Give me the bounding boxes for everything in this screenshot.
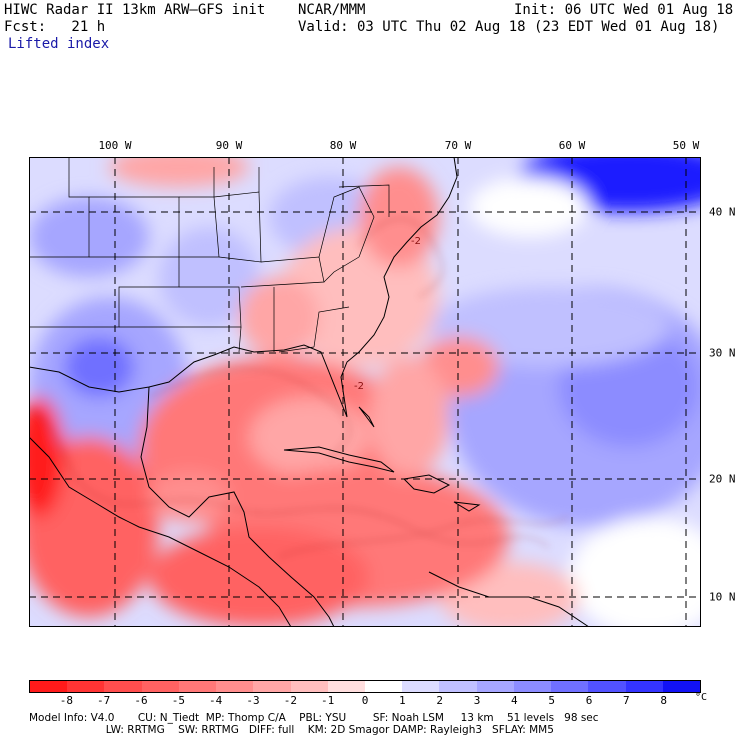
forecast-hour: Fcst: 21 h xyxy=(4,19,106,35)
colorbar-tick-label: -4 xyxy=(209,694,223,707)
colorbar-segment xyxy=(625,681,663,692)
colorbar-segment xyxy=(178,681,217,692)
colorbar-tick-label: -3 xyxy=(246,694,260,707)
lon-label-70w: 70 W xyxy=(444,139,472,152)
field-name: Lifted index xyxy=(8,36,110,52)
colorbar-segment xyxy=(67,681,105,692)
lat-label-20n: 20 N xyxy=(709,472,736,486)
model-info-line2: LW: RRTMG SW: RRTMG DIFF: full KM: 2D Sm… xyxy=(29,724,554,736)
lon-label-50w: 50 W xyxy=(672,139,700,152)
colorbar-segment xyxy=(216,681,254,692)
colorbar-segment xyxy=(588,681,626,692)
colorbar-tick-label: 7 xyxy=(623,694,630,707)
colorbar-segment xyxy=(290,681,328,692)
colorbar-unit: °C xyxy=(695,692,708,703)
colorbar-tick-label: 8 xyxy=(660,694,667,707)
latlon-grid xyxy=(29,157,701,627)
lon-label-90w: 90 W xyxy=(215,139,243,152)
lon-label-100w: 100 W xyxy=(98,139,132,152)
colorbar-segment xyxy=(513,681,552,692)
colorbar-segment xyxy=(30,681,68,692)
state-boundaries xyxy=(29,157,390,353)
colorbar-segment xyxy=(253,681,291,692)
colorbar-segment xyxy=(662,681,700,692)
colorbar-segment xyxy=(476,681,514,692)
colorbar-tick-label: -2 xyxy=(283,694,297,707)
model-info-line1: Model Info: V4.0 CU: N_Tiedt MP: Thomp C… xyxy=(29,712,599,724)
lifted-index-fill xyxy=(29,157,701,627)
lat-label-40n: 40 N xyxy=(709,205,736,219)
contour-lines xyxy=(29,218,570,558)
colorbar-tick-label: 4 xyxy=(511,694,518,707)
init-time: Init: 06 UTC Wed 01 Aug 18 xyxy=(514,2,734,18)
colorbar-tick-label: 0 xyxy=(361,694,369,707)
lon-label-60w: 60 W xyxy=(558,139,586,152)
colorbar-segment xyxy=(439,681,477,692)
contour-label: -2 xyxy=(411,236,421,247)
colorbar-segment xyxy=(551,681,589,692)
colorbar-segment xyxy=(104,681,142,692)
colorbar xyxy=(29,680,701,693)
colorbar-tick-label: -6 xyxy=(134,694,148,707)
organization: NCAR/MMM xyxy=(298,2,366,18)
lifted-index-map: -2 -2 xyxy=(29,157,701,627)
colorbar-segment xyxy=(364,681,403,692)
lat-label-10n: 10 N xyxy=(709,590,736,604)
colorbar-tick-label: -7 xyxy=(97,694,111,707)
map-border xyxy=(29,157,701,627)
colorbar-segment xyxy=(141,681,179,692)
colorbar-tick-label: 1 xyxy=(399,694,406,707)
model-title: HIWC Radar II 13km ARW–GFS init xyxy=(4,2,266,18)
colorbar-tick-label: 3 xyxy=(473,694,481,707)
colorbar-tick-label: -5 xyxy=(171,694,185,707)
contour-label: -2 xyxy=(354,381,364,392)
colorbar-segment xyxy=(402,681,440,692)
lon-label-80w: 80 W xyxy=(329,139,357,152)
coastlines xyxy=(29,157,590,627)
colorbar-tick-label: -1 xyxy=(321,694,335,707)
colorbar-segment xyxy=(327,681,365,692)
valid-time: Valid: 03 UTC Thu 02 Aug 18 (23 EDT Wed … xyxy=(298,19,720,35)
colorbar-tick-label: 6 xyxy=(585,694,593,707)
colorbar-tick-label: 2 xyxy=(436,694,443,707)
colorbar-tick-label: 5 xyxy=(548,694,555,707)
lat-label-30n: 30 N xyxy=(709,346,736,360)
colorbar-tick-label: -8 xyxy=(59,694,73,707)
